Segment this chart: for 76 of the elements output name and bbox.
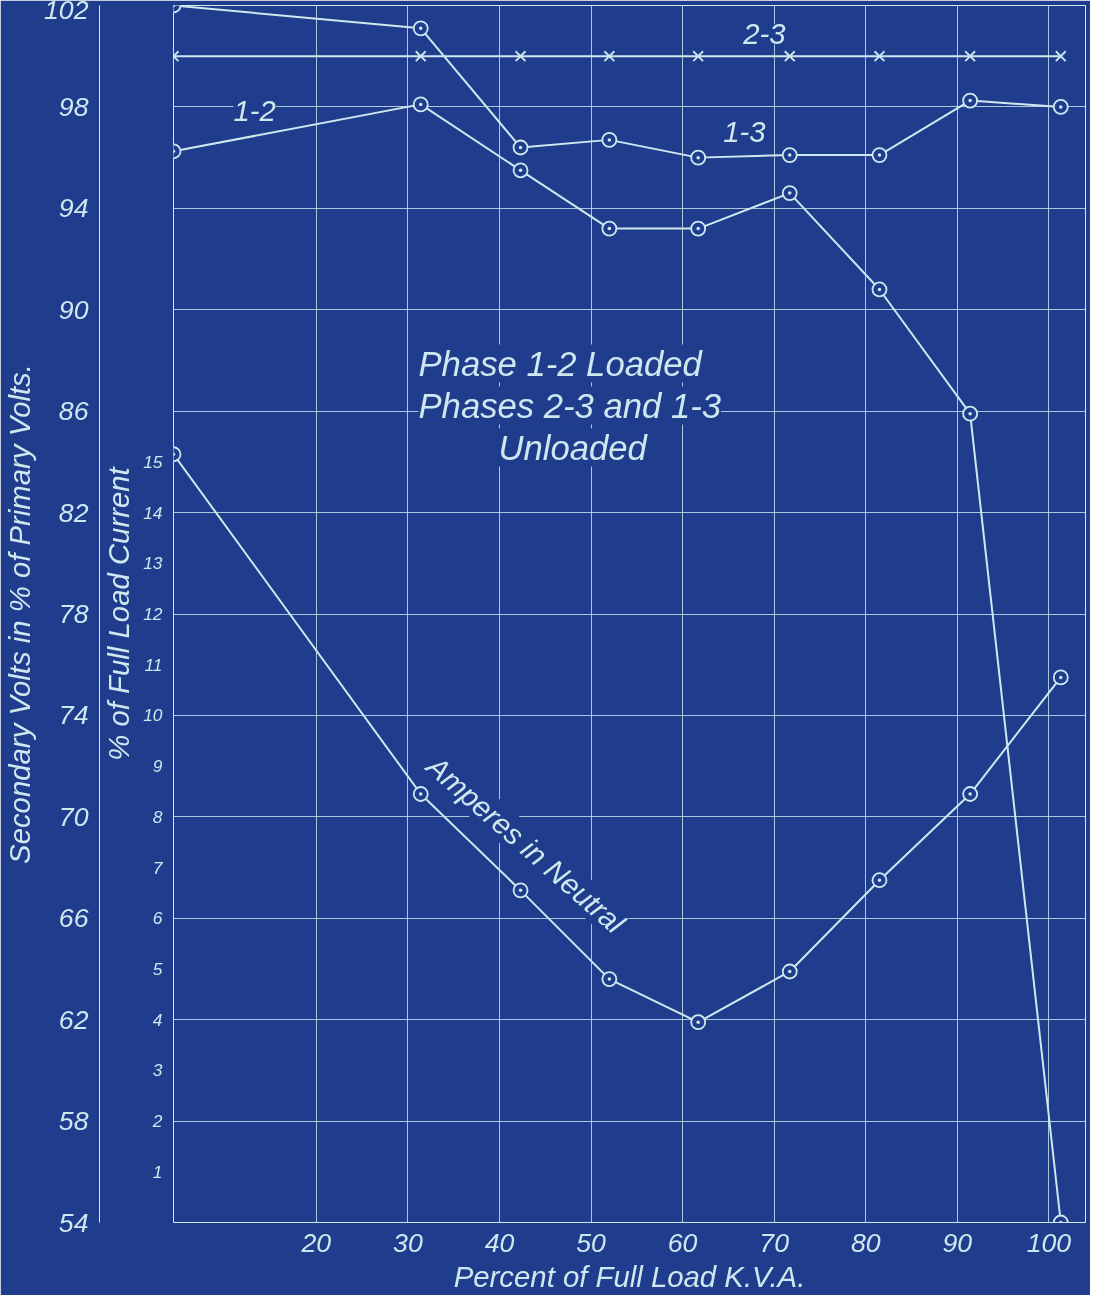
y2-tick-label: 8 [152,806,163,827]
point [414,50,427,63]
y2-tick-label: 6 [152,908,163,929]
annotation: Phases 2-3 and 1-3 [418,386,721,425]
y2-tick-label: 12 [143,604,163,624]
point [781,147,798,163]
point [514,50,527,63]
point [1054,50,1067,63]
annotation: Phase 1-2 Loaded [418,344,704,383]
point [1052,669,1069,686]
y2-tick-label: 3 [152,1060,163,1081]
point [512,882,529,899]
point [1052,99,1069,115]
point [512,162,529,179]
x-tick-label: 20 [300,1227,332,1258]
y2-tick-label: 5 [152,958,163,979]
x-tick-label: 80 [850,1227,881,1258]
y-axis-title: Secondary Volts in % of Primary Volts. [3,364,37,864]
point [962,405,979,422]
x-tick-label: 70 [759,1227,790,1258]
series-label: 1-3 [723,114,767,148]
y-tick-label: 86 [58,396,89,427]
point [962,786,979,802]
y-tick-label: 94 [58,193,89,224]
x-tick-label: 30 [393,1227,423,1258]
point [871,147,888,163]
point [783,50,796,63]
y2-tick-label: 7 [152,857,164,878]
y2-tick-label: 15 [143,451,163,472]
x-tick-label: 100 [1026,1227,1072,1258]
annotation: Unloaded [498,428,649,467]
point [781,963,798,980]
y-tick-label: 62 [58,1004,89,1035]
point [690,1014,707,1031]
point [962,92,979,109]
y2-tick-label: 1 [152,1161,163,1182]
y-tick-label: 98 [58,91,89,122]
y-tick-label: 90 [58,294,89,325]
x-tick-label: 60 [667,1227,698,1258]
y2-tick-label: 13 [143,553,163,574]
x-axis-title: Percent of Full Load K.V.A. [453,1259,806,1293]
point [690,149,707,166]
point [512,139,529,156]
point [412,96,429,113]
y-tick-label: 66 [58,903,89,934]
point [873,50,886,63]
y-tick-label: 54 [58,1207,89,1238]
series-label: 1-2 [233,94,276,128]
y-tick-label: 70 [58,801,89,832]
x-tick-label: 50 [576,1227,607,1258]
point [871,281,888,298]
point [690,220,707,237]
y2-tick-label: 9 [152,756,163,777]
point [692,50,705,63]
y-tick-label: 58 [58,1106,89,1137]
point [601,131,618,148]
y2-tick-label: 10 [143,705,163,726]
y-tick-label: 78 [58,599,89,629]
y2-tick-label: 2 [151,1111,163,1132]
y2-tick-label: 4 [152,1009,163,1030]
series-label: 2-3 [742,17,787,51]
point [601,971,618,987]
x-tick-label: 90 [942,1227,973,1258]
y2-tick-label: 11 [144,654,163,675]
point [603,50,616,63]
point [964,50,976,63]
y2-axis-title: % of Full Load Current [102,465,136,761]
y-tick-label: 102 [44,0,89,25]
x-tick-label: 40 [484,1227,515,1258]
y-tick-label: 82 [58,497,89,528]
y2-tick-label: 14 [143,502,163,523]
y-tick-label: 74 [58,700,89,731]
point [601,220,618,237]
point [412,20,429,37]
point [781,185,798,202]
point [871,872,888,889]
